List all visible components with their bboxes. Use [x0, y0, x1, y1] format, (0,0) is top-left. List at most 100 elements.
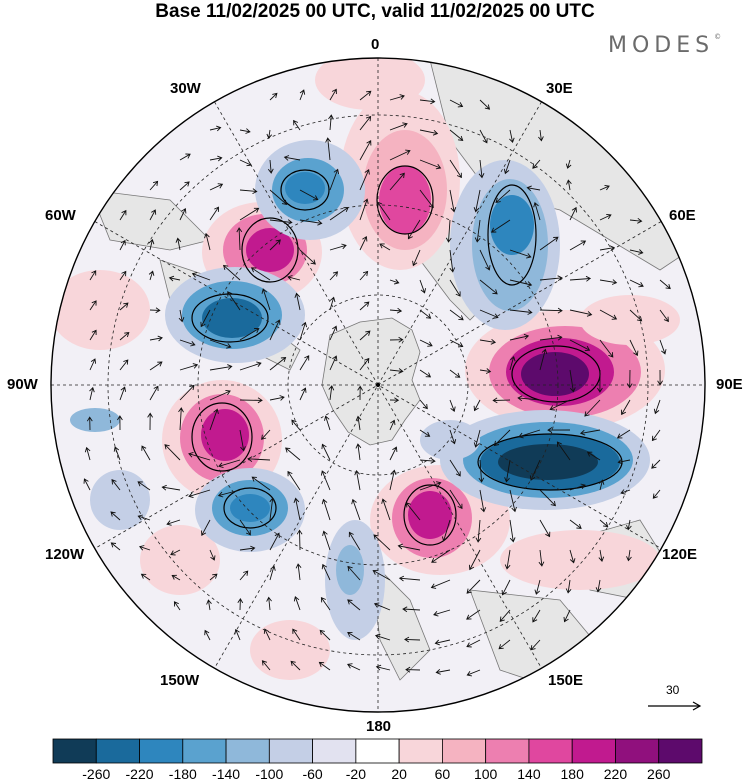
wind-vector — [119, 331, 130, 341]
wind-vector — [329, 325, 338, 341]
wind-vector — [509, 519, 516, 543]
wind-vector — [479, 279, 498, 295]
wind-vector — [419, 369, 432, 378]
lon-label-60w: 60W — [45, 207, 76, 224]
wind-vector — [620, 489, 631, 495]
wind-vector — [110, 542, 121, 551]
lon-label-150e: 150E — [548, 672, 584, 689]
wind-vector — [599, 279, 618, 285]
wind-vector — [359, 198, 369, 221]
wind-vector — [263, 628, 271, 641]
wind-vector — [239, 188, 258, 195]
wind-vector — [539, 307, 563, 314]
wind-vector — [86, 416, 93, 431]
wind-vector — [419, 458, 436, 464]
colorbar-swatch — [355, 738, 400, 764]
wind-vector — [466, 669, 481, 677]
wind-vector — [266, 596, 272, 611]
colorbar-tick-label: 260 — [647, 766, 671, 782]
wind-vector — [296, 529, 303, 551]
wind-vector — [267, 159, 274, 174]
wind-vector — [239, 429, 246, 452]
map-title: Base 11/02/2025 00 UTC, valid 11/02/2025… — [155, 1, 595, 22]
wind-vector — [539, 236, 559, 251]
wind-vector — [479, 368, 492, 374]
wind-vector — [449, 339, 464, 348]
wind-vector — [419, 399, 428, 410]
wind-vector — [170, 549, 181, 556]
wind-vector — [449, 189, 457, 213]
wind-vector — [490, 219, 511, 233]
wind-vector — [565, 159, 572, 169]
brand-text: MODES — [608, 33, 715, 58]
wind-vector — [295, 563, 302, 581]
wind-vector — [291, 419, 301, 431]
wind-vector — [389, 94, 405, 101]
wind-vector — [329, 296, 336, 311]
wind-vector — [599, 309, 618, 320]
wind-vector — [419, 159, 442, 170]
wind-vector — [478, 159, 485, 179]
wind-vector — [110, 511, 121, 521]
wind-vector — [287, 275, 301, 281]
wind-vector — [269, 497, 276, 521]
wind-vector — [188, 489, 211, 499]
wind-vector — [269, 565, 276, 581]
wind-vector — [526, 185, 541, 192]
wind-vector — [629, 279, 644, 288]
wind-vector — [251, 476, 271, 491]
wind-vector — [299, 189, 319, 201]
wind-vector — [449, 249, 456, 273]
wind-vector — [532, 159, 541, 169]
wind-vector — [111, 479, 121, 491]
wind-vector — [299, 321, 308, 341]
wind-vector — [473, 429, 481, 448]
wind-vector — [599, 339, 614, 358]
wind-vector — [148, 238, 155, 251]
wind-vector — [473, 189, 481, 213]
wind-vector — [405, 666, 421, 673]
wind-vector — [359, 270, 369, 281]
wind-vector — [389, 419, 396, 431]
wind-vector — [657, 369, 663, 386]
wind-vector — [433, 609, 451, 617]
wind-vector — [204, 232, 211, 251]
wind-vector — [598, 479, 605, 491]
wind-vector — [347, 631, 361, 641]
wind-vector — [209, 408, 219, 431]
wind-vector — [359, 357, 370, 371]
wind-vector — [503, 159, 511, 175]
wind-vector — [200, 309, 211, 328]
wind-vector — [147, 412, 153, 431]
wind-vector — [261, 660, 271, 671]
wind-vector — [419, 279, 427, 294]
wind-vector — [586, 451, 601, 461]
wind-vector — [653, 399, 661, 415]
wind-vector — [149, 180, 159, 191]
wind-vector — [449, 309, 464, 321]
colorbar-tick-label: -140 — [212, 766, 241, 782]
wind-vector — [299, 89, 306, 101]
colorbar-tick-label: -20 — [345, 766, 366, 782]
wind-vector — [389, 368, 404, 374]
wind-vector — [517, 395, 541, 402]
wind-vector — [348, 531, 361, 551]
wind-vector — [419, 189, 434, 209]
wind-vector — [237, 598, 244, 611]
wind-vector — [449, 489, 463, 510]
wind-vector — [355, 443, 362, 461]
wind-vector — [191, 272, 211, 281]
colorbar-tick-label: -180 — [168, 766, 197, 782]
colorbar-swatch — [139, 738, 184, 764]
wind-vector — [466, 639, 481, 648]
wind-vector — [293, 595, 301, 611]
wind-vector — [466, 609, 481, 620]
wind-vector — [269, 532, 280, 551]
wind-vector — [149, 209, 157, 221]
wind-vector — [381, 498, 391, 521]
wind-vector — [209, 549, 216, 561]
wind-vector — [532, 609, 541, 623]
wind-vector — [119, 386, 127, 401]
wind-vector — [504, 459, 511, 483]
wind-vector — [247, 456, 271, 462]
